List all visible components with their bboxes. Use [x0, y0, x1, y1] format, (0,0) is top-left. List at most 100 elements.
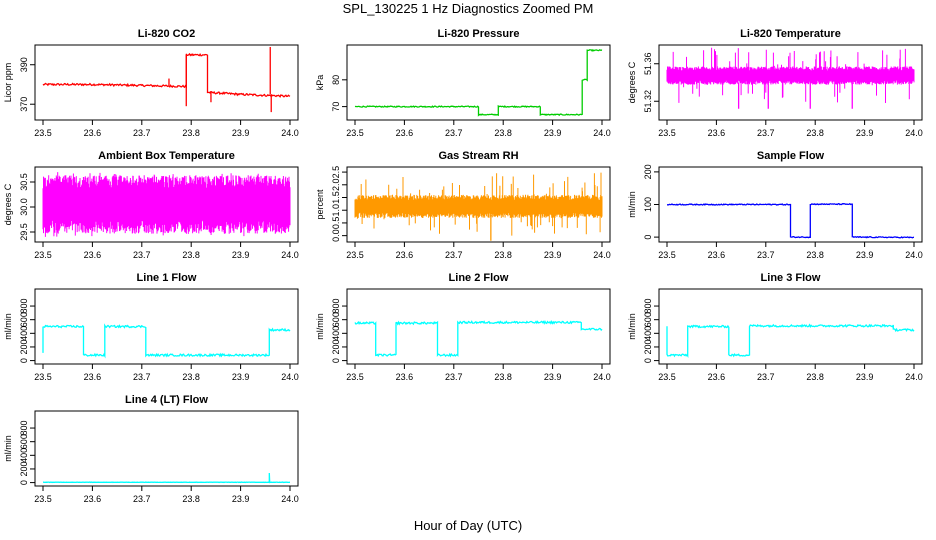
x-tick-label: 24.0	[905, 128, 923, 138]
x-tick-label: 23.8	[182, 494, 200, 504]
y-tick-label: 800	[331, 299, 341, 314]
series-line	[354, 320, 603, 358]
x-tick-label: 23.5	[34, 128, 52, 138]
x-tick-label: 23.6	[84, 494, 102, 504]
x-tick-label: 23.6	[84, 128, 102, 138]
x-tick-label: 23.7	[445, 128, 463, 138]
x-tick-label: 23.9	[232, 128, 250, 138]
x-tick-label: 23.6	[84, 372, 102, 382]
x-tick-label: 23.8	[806, 372, 824, 382]
y-axis-label: ml/min	[3, 313, 13, 340]
panel-title: Line 4 (LT) Flow	[125, 394, 208, 406]
series-line	[667, 202, 915, 239]
x-tick-label: 23.7	[133, 494, 151, 504]
x-tick-label: 23.8	[806, 128, 824, 138]
series-line	[42, 52, 291, 98]
panel-title: Li-820 Pressure	[438, 28, 520, 40]
y-tick-label: 0	[643, 358, 653, 363]
y-axis-label: degrees C	[627, 61, 637, 103]
x-tick-label: 24.0	[593, 372, 611, 382]
x-tick-label: 23.6	[396, 372, 414, 382]
x-tick-label: 23.5	[346, 372, 364, 382]
y-tick-label: 200	[643, 339, 653, 354]
y-tick-label: 600	[19, 312, 29, 327]
y-tick-label: 600	[19, 434, 29, 449]
data-series	[354, 320, 603, 358]
y-axis-label: ml/min	[627, 313, 637, 340]
x-tick-label: 23.9	[232, 494, 250, 504]
panel-6: Sample Flow ml/min 23.5 23.6 23.7 23.8 23.9 24.…	[627, 150, 923, 260]
panel-7: Line 1 Flow ml/min 23.5 23.6 23.7 23.8 23.9 24.…	[3, 272, 299, 382]
y-tick-label: 0.0	[331, 229, 341, 242]
y-tick-label: 800	[643, 299, 653, 314]
y-tick-label: 100	[643, 197, 653, 212]
panel-title: Ambient Box Temperature	[98, 150, 235, 162]
y-tick-label: 400	[19, 448, 29, 463]
figure-x-axis-label: Hour of Day (UTC)	[413, 518, 523, 533]
data-series	[667, 202, 915, 239]
y-axis-label: ml/min	[627, 191, 637, 218]
panel-title: Line 3 Flow	[761, 272, 821, 284]
y-tick-label: 70	[331, 102, 341, 112]
x-tick-label: 23.7	[757, 250, 775, 260]
y-axis-label: ml/min	[3, 435, 13, 462]
x-tick-label: 23.7	[133, 128, 151, 138]
plot-frame	[346, 288, 611, 365]
panel-4: Ambient Box Temperature degrees C 23.5 23.6…	[3, 150, 299, 260]
data-series	[666, 47, 915, 109]
x-tick-label: 23.8	[494, 372, 512, 382]
x-tick-label: 23.8	[182, 250, 200, 260]
x-tick-label: 23.5	[34, 372, 52, 382]
panel-8: Line 2 Flow ml/min 23.5 23.6 23.7 23.8 23.9 24.…	[315, 272, 611, 382]
x-tick-label: 23.5	[658, 372, 676, 382]
data-series	[42, 46, 291, 113]
x-tick-label: 23.7	[445, 372, 463, 382]
y-tick-label: 51.32	[643, 90, 653, 113]
y-tick-label: 200	[19, 461, 29, 476]
y-tick-label: 0	[19, 480, 29, 485]
x-tick-label: 23.9	[232, 372, 250, 382]
series-line	[354, 48, 603, 117]
panel-2: Li-820 Pressure kPa 23.5 23.6 23.7 23.8 23.9 24…	[315, 28, 611, 138]
x-tick-label: 23.8	[494, 250, 512, 260]
x-tick-label: 23.7	[757, 372, 775, 382]
data-series	[42, 172, 291, 237]
x-tick-label: 24.0	[593, 128, 611, 138]
plot-frame	[34, 288, 299, 365]
panel-title: Gas Stream RH	[438, 150, 518, 162]
y-tick-label: 1.5	[331, 191, 341, 204]
x-tick-label: 23.7	[757, 128, 775, 138]
y-tick-label: 0	[331, 358, 341, 363]
y-axis-label: percent	[315, 189, 325, 220]
data-series	[43, 472, 290, 484]
x-tick-label: 23.6	[396, 128, 414, 138]
y-tick-label: 0	[643, 235, 653, 240]
y-tick-label: 1.0	[331, 204, 341, 217]
x-tick-label: 23.5	[34, 494, 52, 504]
x-tick-label: 24.0	[281, 128, 299, 138]
data-series	[354, 172, 603, 241]
panel-title: Sample Flow	[757, 150, 825, 162]
x-tick-label: 24.0	[281, 250, 299, 260]
x-tick-label: 23.5	[34, 250, 52, 260]
y-tick-label: 0.5	[331, 217, 341, 230]
y-tick-label: 200	[19, 339, 29, 354]
y-tick-label: 30.5	[19, 173, 29, 191]
y-tick-label: 390	[19, 57, 29, 72]
x-tick-label: 23.9	[856, 250, 874, 260]
x-tick-label: 23.8	[182, 372, 200, 382]
panel-title: Li-820 CO2	[138, 28, 195, 40]
y-tick-label: 800	[19, 299, 29, 314]
x-tick-label: 23.5	[346, 128, 364, 138]
panel-title: Line 1 Flow	[137, 272, 197, 284]
x-tick-label: 23.9	[856, 128, 874, 138]
x-tick-label: 23.9	[232, 250, 250, 260]
y-tick-label: 2.0	[331, 179, 341, 192]
x-tick-label: 23.7	[445, 250, 463, 260]
panel-10: Line 4 (LT) Flow ml/min 23.5 23.6 23.7 23.8 23…	[3, 394, 299, 504]
x-tick-label: 23.9	[856, 372, 874, 382]
plot-frame	[346, 44, 611, 121]
panel-5: Gas Stream RH percent 23.5 23.6 23.7 23.8 23.9…	[315, 150, 611, 260]
y-tick-label: 600	[643, 312, 653, 327]
